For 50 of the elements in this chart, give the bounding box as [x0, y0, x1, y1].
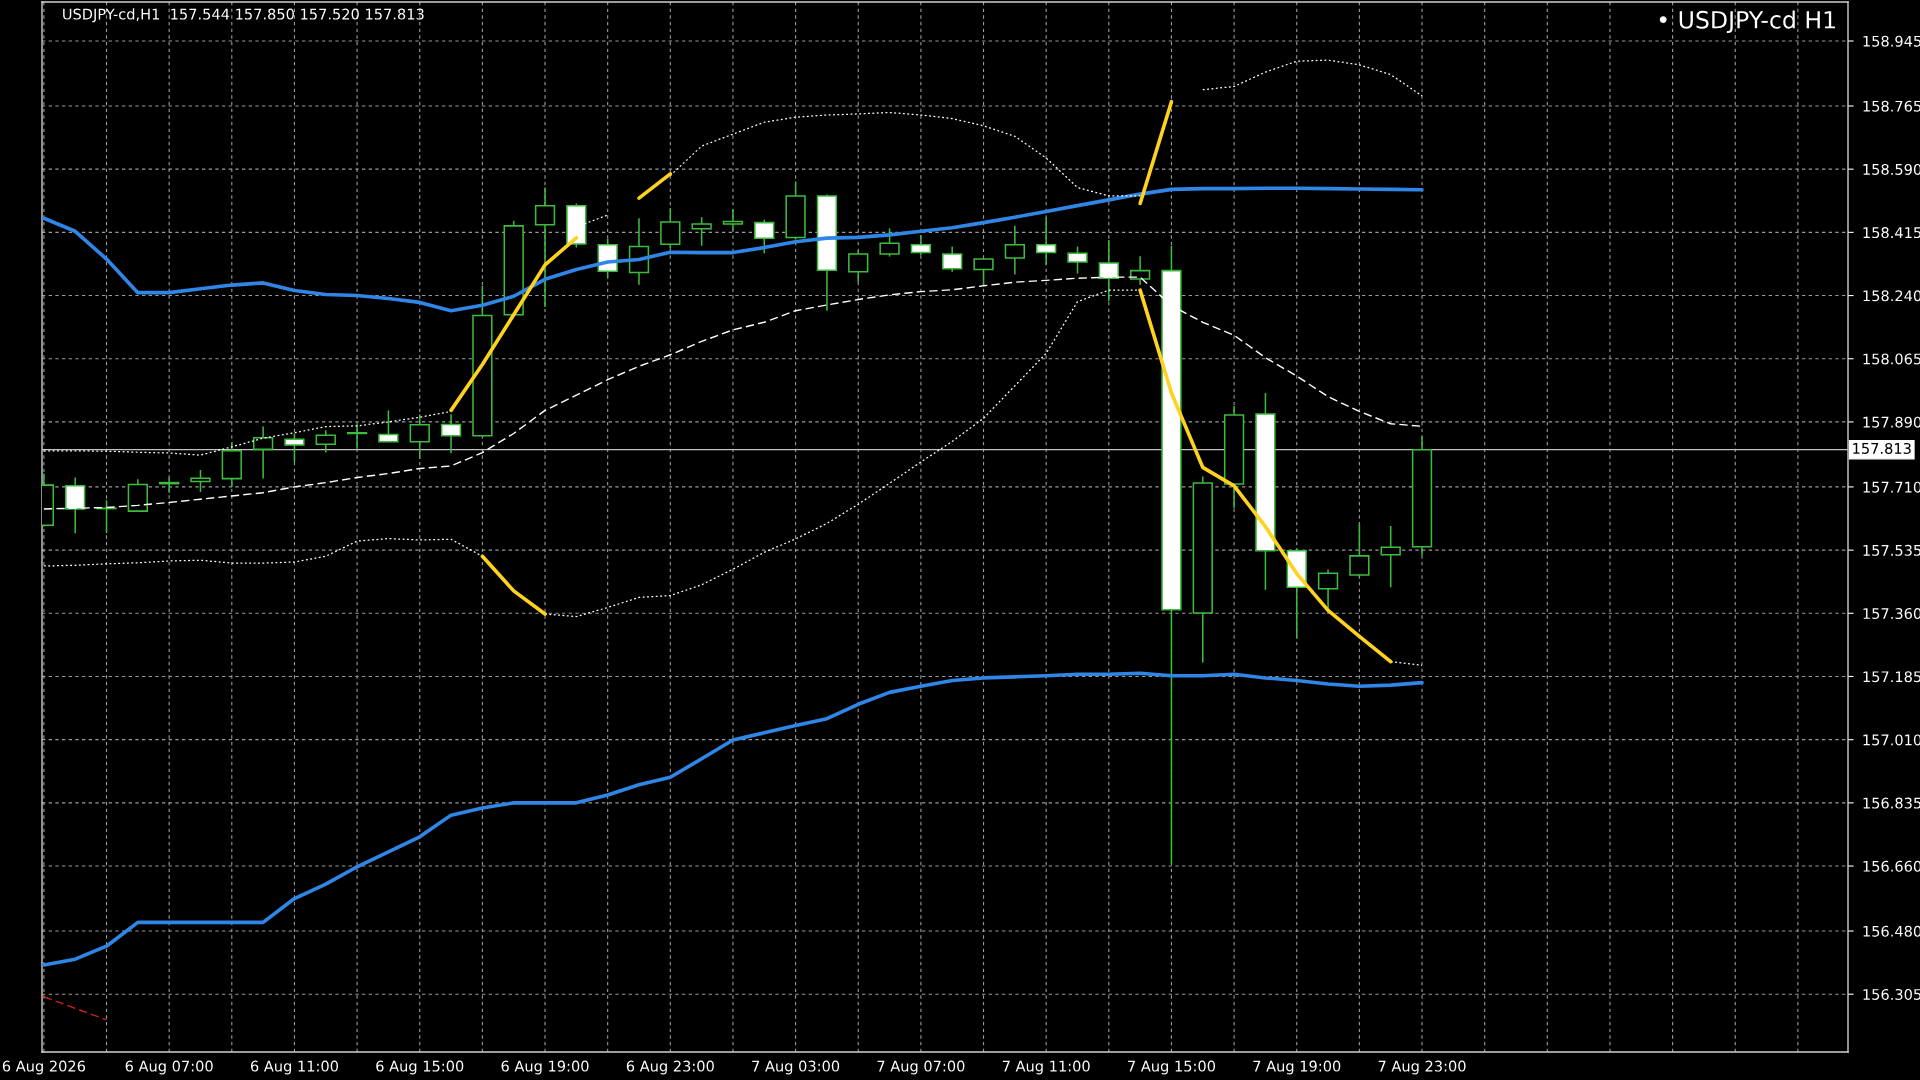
x-tick-label: 7 Aug 15:00 — [1128, 1060, 1216, 1075]
candlestick — [1036, 216, 1057, 266]
candlestick — [1380, 525, 1401, 589]
x-tick-label: 6 Aug 2026 — [2, 1060, 86, 1075]
candlestick — [378, 409, 399, 443]
x-tick-label: 6 Aug 23:00 — [626, 1060, 714, 1075]
x-tick-label: 6 Aug 15:00 — [376, 1060, 464, 1075]
candlestick — [848, 249, 869, 283]
x-tick-label: 7 Aug 11:00 — [1002, 1060, 1090, 1075]
candlestick — [534, 186, 556, 308]
candlestick — [346, 424, 368, 450]
candlestick — [691, 216, 712, 247]
candlestick — [252, 425, 274, 480]
candlestick — [942, 245, 963, 273]
candlestick — [660, 207, 681, 250]
x-tick-label: 7 Aug 23:00 — [1378, 1060, 1466, 1075]
x-tick-label: 7 Aug 07:00 — [877, 1060, 965, 1075]
candlestick — [1349, 523, 1370, 578]
candlestick — [315, 429, 336, 454]
candlestick — [754, 218, 775, 255]
x-tick-label: 7 Aug 03:00 — [752, 1060, 840, 1075]
candlestick — [1129, 255, 1151, 286]
candlestick — [973, 256, 994, 287]
y-tick-label: 156.835 — [1863, 797, 1920, 809]
candlestick — [440, 413, 462, 455]
y-tick-label: 158.065 — [1863, 353, 1920, 365]
y-tick-label: 157.535 — [1863, 544, 1920, 556]
candlestick — [1067, 245, 1088, 275]
line-series — [42, 186, 1424, 313]
x-tick-label: 6 Aug 11:00 — [250, 1060, 339, 1075]
candlestick — [409, 413, 430, 460]
line-series — [1138, 288, 1393, 664]
x-tick-label: 7 Aug 19:00 — [1253, 1060, 1341, 1075]
y-tick-label: 158.415 — [1863, 227, 1920, 239]
line-series — [42, 671, 1424, 967]
candlestick — [722, 208, 744, 232]
x-tick-label: 6 Aug 19:00 — [501, 1060, 589, 1075]
candlestick — [910, 234, 932, 256]
candlestick — [1317, 568, 1339, 615]
y-tick-label: 158.945 — [1863, 35, 1920, 47]
text: • USDJPY-cd H1 — [1659, 10, 1835, 34]
y-tick-label: 157.185 — [1863, 671, 1920, 683]
ref-line-label: 157.813 — [1853, 442, 1911, 454]
y-tick-label: 158.765 — [1863, 100, 1920, 112]
candlestick — [1004, 225, 1026, 276]
x-tick-label: 6 Aug 07:00 — [125, 1060, 213, 1075]
chart-title: USDJPY-cd,H1 157.544 157.850 157.520 157.813 — [63, 8, 424, 23]
y-tick-label: 156.305 — [1863, 988, 1920, 1000]
candlestick — [879, 227, 900, 258]
candlestick — [190, 469, 211, 493]
